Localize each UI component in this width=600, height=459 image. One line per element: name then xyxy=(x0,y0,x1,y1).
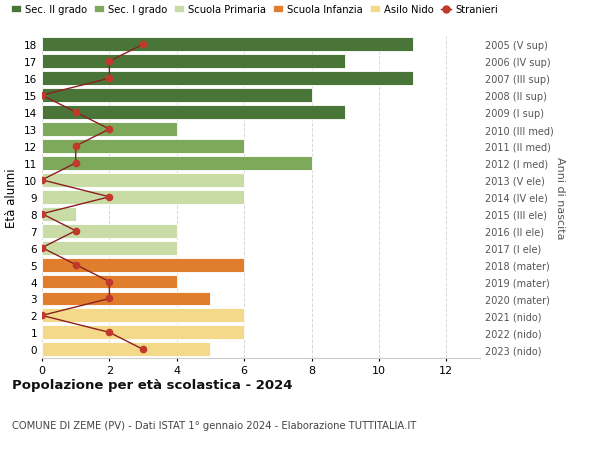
Bar xyxy=(42,123,177,137)
Bar xyxy=(42,190,244,204)
Bar xyxy=(42,55,345,69)
Bar xyxy=(42,38,413,52)
Bar xyxy=(42,224,177,238)
Bar xyxy=(42,174,244,187)
Bar xyxy=(42,72,413,86)
Bar xyxy=(42,326,244,340)
Bar xyxy=(42,89,311,103)
Text: COMUNE DI ZEME (PV) - Dati ISTAT 1° gennaio 2024 - Elaborazione TUTTITALIA.IT: COMUNE DI ZEME (PV) - Dati ISTAT 1° genn… xyxy=(12,420,416,430)
Bar xyxy=(42,241,177,255)
Bar xyxy=(42,140,244,154)
Bar xyxy=(42,207,76,221)
Bar xyxy=(42,292,211,306)
Bar xyxy=(42,106,345,120)
Legend: Sec. II grado, Sec. I grado, Scuola Primaria, Scuola Infanzia, Asilo Nido, Stran: Sec. II grado, Sec. I grado, Scuola Prim… xyxy=(11,5,497,15)
Bar xyxy=(42,157,311,170)
Text: Popolazione per età scolastica - 2024: Popolazione per età scolastica - 2024 xyxy=(12,379,293,392)
Bar xyxy=(42,309,244,323)
Bar xyxy=(42,342,211,357)
Y-axis label: Anni di nascita: Anni di nascita xyxy=(555,156,565,239)
Y-axis label: Età alunni: Età alunni xyxy=(5,168,19,227)
Bar xyxy=(42,258,244,272)
Bar xyxy=(42,275,177,289)
